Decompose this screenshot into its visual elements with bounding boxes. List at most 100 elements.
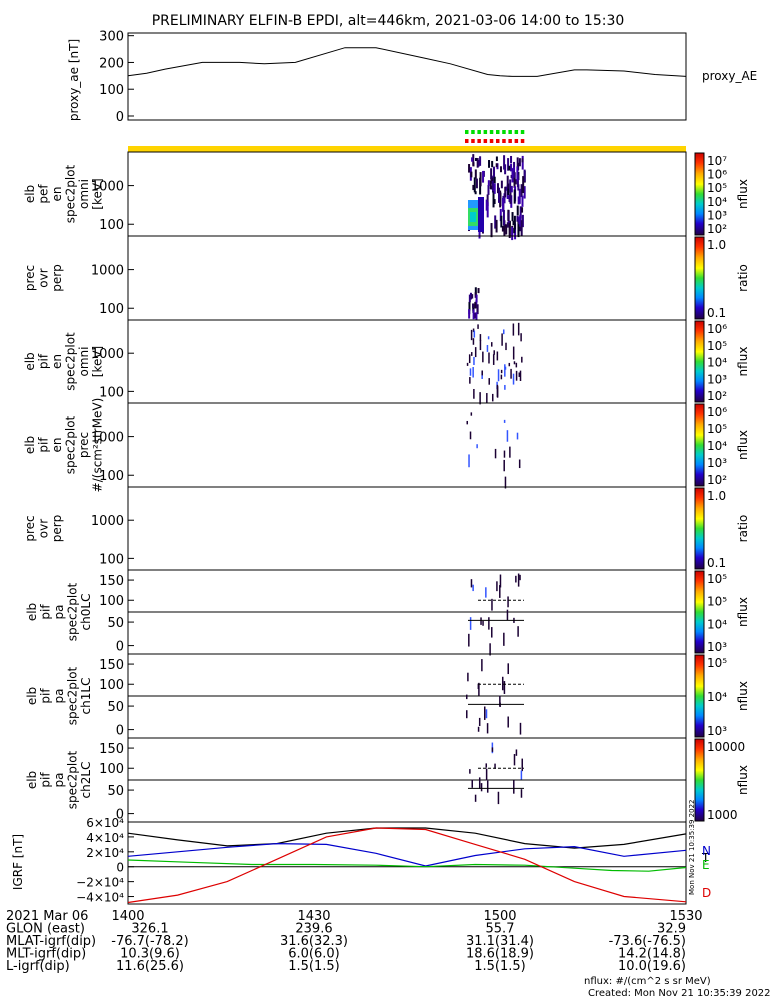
igrf-legend-D: D [702, 886, 711, 900]
spectrogram-pixel [521, 158, 524, 163]
spectrogram-pixel [515, 362, 518, 368]
spectrogram-pixel [512, 167, 515, 171]
colorbar-tick-label: 10⁵ [707, 422, 727, 436]
spectrogram-pixel [499, 695, 501, 707]
spectrogram-pixel [466, 362, 469, 366]
spectrogram-pixel [474, 287, 477, 296]
spectrogram-pixel [521, 207, 524, 213]
ytick-label: 100 [99, 594, 124, 609]
ytick-label: 1000 [91, 180, 124, 195]
spectrogram-pixel [499, 166, 502, 173]
proxy-ae-legend: proxy_AE [702, 69, 757, 83]
orbit-row-value: 1.5(1.5) [474, 959, 526, 974]
ytick-label: 50 [107, 700, 124, 715]
spectrogram-pixel [485, 768, 488, 781]
colorbar-tick-label: 10⁵ [707, 595, 727, 609]
spectrogram-pixel [487, 184, 490, 195]
panel-frame [127, 486, 687, 571]
spectrogram-pixel [494, 763, 496, 769]
proxy-ae-series [127, 47, 687, 77]
spectrogram-pixel [516, 157, 519, 172]
proxy-ae-ytick-label: 300 [99, 30, 124, 45]
igrf-series-N [127, 842, 687, 867]
panel-ylabel-word: spec2plot [64, 415, 78, 474]
spectrogram-pixel [466, 420, 469, 425]
spectrogram-pixel [517, 573, 520, 587]
spectrogram-pixel [517, 626, 519, 637]
ytick-label: 1000 [91, 431, 124, 446]
panel-ylabel-word: spec2plot [64, 164, 78, 223]
igrf-frame [127, 821, 687, 905]
figure-title: PRELIMINARY ELFIN-B EPDI, alt=446km, 202… [152, 13, 625, 29]
igrf-legend-N: N [702, 844, 711, 858]
spectrogram-pixel [482, 620, 484, 626]
spectrogram-pixel [511, 212, 514, 222]
spectrogram-pixel [479, 156, 482, 166]
status-bars [128, 130, 686, 152]
igrf-series-T [127, 827, 687, 849]
colorbar-tick-label: 10⁶ [707, 405, 727, 419]
ytick-label: 0 [116, 808, 124, 823]
red-dot [465, 139, 469, 143]
colorbar-tick-label: 10⁵ [707, 572, 727, 586]
spectrogram-pixel [523, 169, 526, 182]
panel-ylabel-word: prec [77, 432, 91, 458]
panel-ylabel-word: ovr [37, 519, 51, 538]
panel-ylabel-word: ovr [37, 268, 51, 287]
spectrogram-pixel [515, 370, 518, 381]
igrf-series-E [127, 859, 687, 872]
ytick-label: 100 [99, 469, 124, 484]
spectrogram-pixel [493, 176, 496, 184]
spectrogram-pixel [486, 780, 489, 793]
spectrogram-pixel [477, 288, 480, 294]
spectrogram-pixel [520, 220, 523, 237]
red-status-dots [465, 139, 525, 143]
spectrogram-pixel [470, 212, 476, 222]
spectrogram-pixel [520, 770, 523, 780]
colorbar-label: ratio [736, 515, 750, 543]
spectrogram-pixel [487, 336, 490, 340]
panel-ylabel-word: pif [39, 688, 53, 704]
colorbar [694, 654, 705, 738]
spectrogram-pixel [493, 166, 496, 179]
orbit-row-value: 1.5(1.5) [288, 959, 340, 974]
spectrogram-pixel [469, 292, 472, 300]
green-dot [514, 130, 519, 134]
spectrogram-pixel [511, 227, 514, 241]
ytick-label: 150 [99, 742, 124, 757]
spectrogram-pixel [520, 333, 522, 342]
ytick-label: 0 [116, 724, 124, 739]
panel-frame [127, 235, 687, 321]
spectrogram-pixel [512, 373, 515, 385]
spectrogram-pixel [479, 392, 481, 405]
spectrogram-pixel [472, 184, 475, 191]
ytick-label: 100 [99, 552, 124, 567]
spectrogram-pixel [470, 412, 473, 416]
spectrogram-pixel [466, 694, 468, 700]
green-dot [489, 130, 494, 134]
proxy-ae-ytick-label: 200 [99, 56, 124, 71]
xaxis-label: 1400 [111, 909, 144, 924]
spectrogram-pixel [499, 190, 502, 208]
spectrogram-pixel [501, 333, 503, 346]
spectrogram-pixel [496, 183, 499, 194]
proxy-ae-ticks: 300 200 100 0 [99, 30, 134, 125]
spectrogram-pixel [480, 783, 483, 792]
panel-ylabel-word: [keV] [91, 178, 105, 209]
panel-ylabel-word: pef [37, 184, 51, 204]
proxy-ae-frame [127, 32, 687, 121]
panel-ylabel-word: pa [52, 773, 66, 788]
time-axis-labels: 1400 1430 1500 1530 [111, 909, 702, 924]
panel-ylabel-word: prec [23, 515, 37, 541]
spectrogram-pixel [468, 309, 471, 319]
spectrogram-pixel [513, 228, 516, 234]
proxy-ae-panel: 300 200 100 0 proxy_ae [nT] proxy_AE [67, 30, 757, 125]
spectrogram-pixel [516, 432, 519, 440]
colorbar-tick-label: 10⁴ [707, 439, 727, 453]
orbit-row-value: 11.6(25.6) [116, 959, 184, 974]
spectrogram-pixel [504, 476, 507, 489]
spectrogram-pixel [503, 193, 506, 204]
spectrogram-pixel [499, 208, 502, 222]
footer-created: Created: Mon Nov 21 10:35:39 2022 [588, 988, 771, 999]
